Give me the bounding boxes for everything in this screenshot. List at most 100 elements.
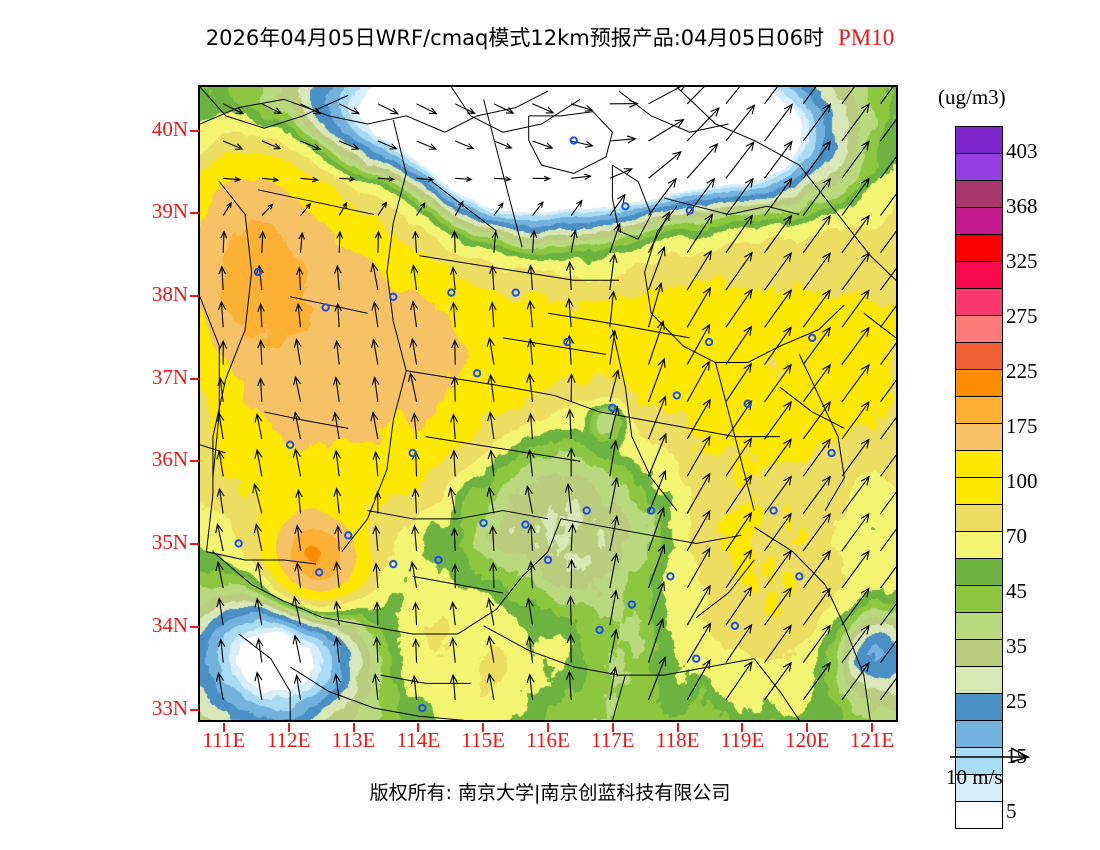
city-marker[interactable]: [315, 568, 324, 577]
city-marker[interactable]: [321, 303, 330, 312]
city-marker[interactable]: [521, 520, 530, 529]
wind-arrow: [647, 319, 665, 365]
city-marker[interactable]: [685, 206, 694, 215]
city-marker[interactable]: [807, 333, 817, 343]
province-border-lines: [200, 87, 896, 720]
border-path: [425, 436, 581, 462]
wind-arrow: [880, 305, 896, 328]
city-marker[interactable]: [408, 448, 417, 458]
wind-arrow: [525, 635, 535, 663]
city-marker[interactable]: [344, 531, 353, 540]
wind-arrow: [609, 628, 619, 663]
wind-arrow: [609, 515, 620, 551]
wind-arrow: [686, 659, 711, 701]
colorbar-band-11: [956, 424, 1002, 451]
wind-arrow: [455, 140, 475, 150]
wind-arrow: [254, 413, 263, 440]
city-marker[interactable]: [627, 600, 636, 609]
city-marker[interactable]: [646, 506, 656, 515]
wind-arrow: [880, 230, 896, 254]
wind-arrow: [493, 202, 504, 216]
city-marker[interactable]: [234, 539, 243, 548]
lon-label-114E: 114E: [396, 728, 441, 752]
wind-arrow: [300, 103, 322, 115]
wind-arrow: [609, 193, 626, 216]
border-path: [483, 625, 755, 676]
colorbar[interactable]: [955, 126, 1003, 829]
city-marker[interactable]: [479, 518, 488, 528]
wind-arrow: [566, 595, 575, 626]
city-marker[interactable]: [447, 288, 456, 297]
city-marker[interactable]: [472, 369, 482, 378]
city-marker[interactable]: [672, 391, 682, 400]
city-marker[interactable]: [666, 572, 675, 581]
border-path: [483, 99, 523, 248]
border-path: [380, 674, 471, 684]
wind-arrow: [338, 103, 361, 115]
wind-arrow: [686, 107, 720, 142]
city-marker[interactable]: [418, 703, 427, 713]
city-marker[interactable]: [743, 399, 752, 408]
city-marker[interactable]: [621, 202, 630, 211]
wind-arrow: [450, 375, 459, 402]
colorbar-label-70: 70: [1006, 523, 1027, 548]
city-marker[interactable]: [730, 621, 740, 630]
lat-tick-36N: [190, 460, 199, 463]
city-marker[interactable]: [692, 654, 701, 663]
border-path: [212, 551, 458, 635]
colorbar-band-2: [956, 181, 1002, 208]
wind-arrow: [372, 450, 381, 477]
wind-arrow: [725, 325, 753, 365]
wind-arrow: [370, 411, 379, 440]
wind-arrow: [371, 673, 381, 700]
wind-arrow: [451, 229, 459, 253]
lon-tick-121E: [871, 723, 874, 732]
city-marker[interactable]: [286, 440, 295, 450]
city-marker[interactable]: [569, 136, 578, 145]
wind-arrow: [686, 177, 716, 216]
city-marker[interactable]: [511, 288, 520, 297]
wind-arrow: [802, 661, 831, 701]
wind-arrow: [300, 202, 312, 216]
wind-arrow: [609, 329, 618, 365]
city-marker[interactable]: [389, 292, 398, 301]
colorbar-band-0: [956, 127, 1002, 154]
wind-arrow: [449, 601, 457, 626]
city-marker[interactable]: [827, 448, 836, 458]
city-marker[interactable]: [543, 555, 553, 565]
wind-arrow: [412, 638, 420, 663]
city-marker[interactable]: [595, 625, 604, 635]
wind-arrow: [255, 637, 264, 663]
wind-arrow: [802, 624, 831, 663]
lon-tick-111E: [222, 723, 225, 732]
wind-arrow: [373, 601, 381, 626]
wind-arrow: [647, 245, 666, 291]
wind-arrow: [222, 201, 232, 216]
wind-arrow: [300, 176, 320, 183]
border-path: [547, 312, 690, 339]
wind-arrow: [564, 482, 573, 514]
city-marker[interactable]: [704, 337, 714, 347]
wind-arrow: [880, 528, 896, 552]
wind-arrow: [609, 222, 622, 253]
wind-arrow: [530, 229, 538, 253]
wind-arrow: [725, 87, 741, 105]
wind-arrow: [416, 140, 438, 150]
wind-arrow: [416, 176, 435, 183]
city-marker[interactable]: [582, 506, 591, 515]
city-marker[interactable]: [795, 572, 804, 581]
city-marker[interactable]: [563, 337, 572, 347]
wind-arrow: [647, 580, 666, 626]
city-marker[interactable]: [434, 555, 443, 565]
wind-arrow: [841, 140, 870, 179]
colorbar-band-12: [956, 451, 1002, 478]
city-marker[interactable]: [608, 403, 617, 412]
wind-arrow: [609, 99, 639, 108]
forecast-map-plot[interactable]: [198, 85, 898, 722]
city-marker[interactable]: [253, 267, 263, 277]
wind-arrow: [372, 562, 381, 589]
city-marker[interactable]: [769, 506, 778, 515]
wind-arrow: [764, 400, 792, 440]
wind-arrow: [377, 140, 398, 150]
city-marker[interactable]: [389, 559, 398, 569]
